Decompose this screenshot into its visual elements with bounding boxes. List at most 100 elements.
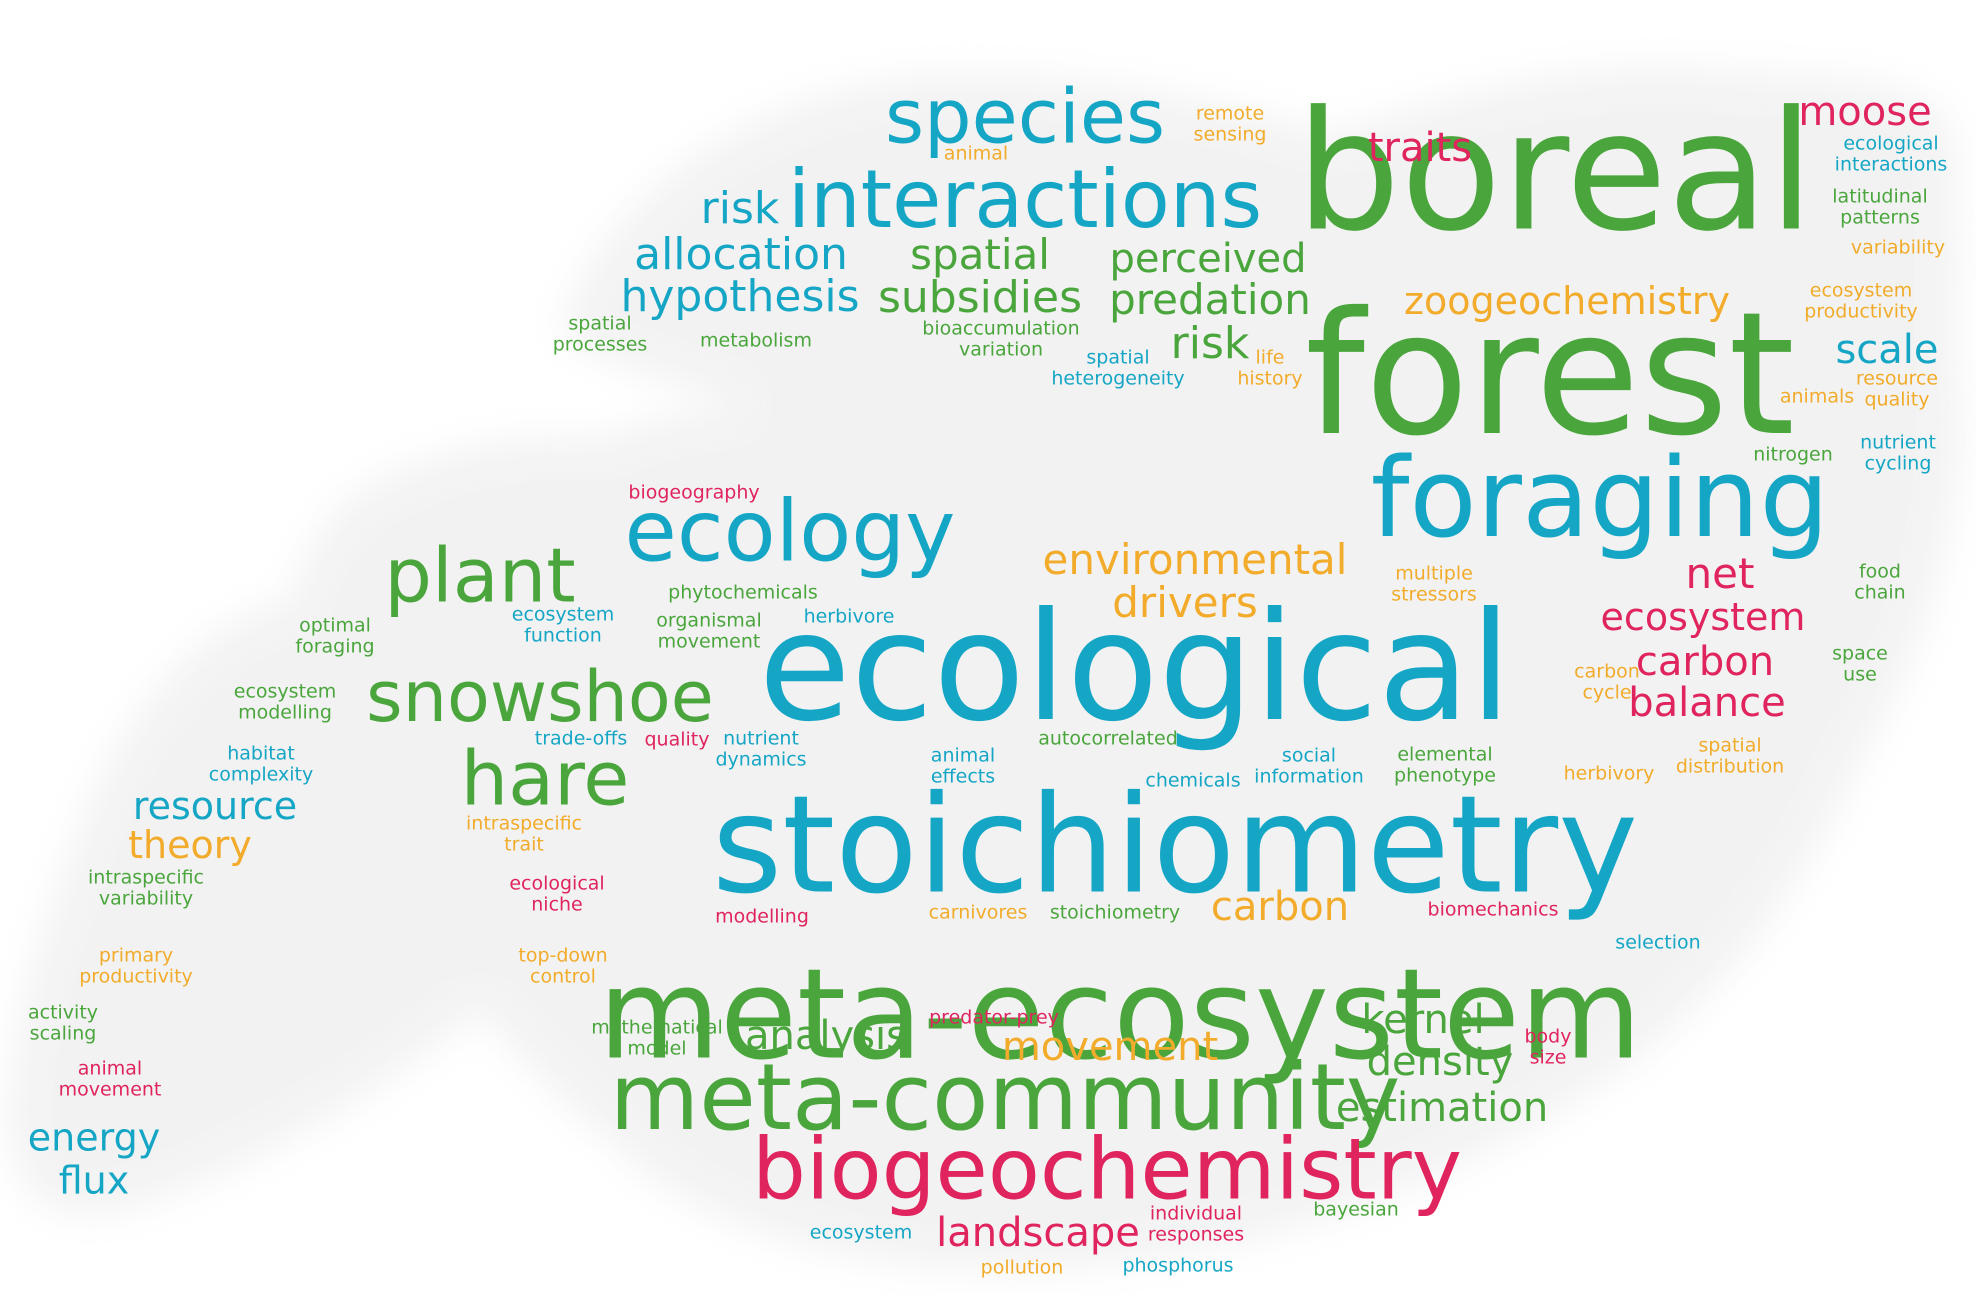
word-multiple-stressors: multiple stressors — [1391, 562, 1477, 607]
word-elemental-phenotype: elemental phenotype — [1394, 743, 1496, 788]
word-biogeochemistry: biogeochemistry — [752, 1128, 1462, 1213]
word-line: carbon — [1635, 639, 1775, 685]
word-line: quality — [1864, 389, 1930, 411]
word-line: activity — [27, 1001, 99, 1024]
word-line: control — [530, 966, 596, 988]
word-movement: movement — [1002, 1027, 1218, 1067]
word-line: ecosystem — [809, 1221, 913, 1244]
word-nitrogen: nitrogen — [1753, 443, 1833, 466]
word-line: movement — [58, 1079, 162, 1101]
word-line: carbon — [1210, 884, 1350, 930]
word-line: quality — [644, 728, 710, 751]
word-intraspecific-trait: intraspecific trait — [465, 812, 583, 857]
word-balance: balance — [1628, 683, 1785, 723]
word-resource: resource — [133, 787, 297, 825]
word-line: trait — [504, 834, 544, 856]
word-traits: traits — [1368, 128, 1472, 168]
word-phytochemicals: phytochemicals — [668, 583, 818, 603]
word-line: theory — [128, 823, 252, 867]
word-line: life — [1255, 346, 1285, 369]
word-line: productivity — [79, 966, 193, 988]
word-line: interactions — [787, 153, 1263, 246]
word-ecosystem-mid: ecosystem — [1601, 598, 1806, 636]
word-line: spatial — [1698, 734, 1762, 757]
word-plant: plant — [384, 538, 575, 614]
word-life-history: life history — [1237, 346, 1303, 391]
word-optimal-foraging: optimal foraging — [295, 615, 374, 659]
word-line: animal — [943, 142, 1009, 165]
word-line: intraspecific — [465, 812, 583, 835]
word-species: species — [885, 79, 1165, 155]
word-line: information — [1254, 766, 1364, 788]
word-line: multiple — [1395, 562, 1473, 585]
word-nutrient-cycling: nutrient cycling — [1860, 432, 1936, 476]
word-line: perceived — [1109, 236, 1307, 282]
word-line: size — [1529, 1047, 1567, 1069]
word-line: ecosystem — [233, 680, 337, 703]
word-individual-responses: individual responses — [1148, 1202, 1244, 1247]
word-line: social — [1281, 744, 1337, 767]
word-line: body — [1524, 1025, 1572, 1048]
word-line: ecology — [624, 482, 956, 582]
word-selection: selection — [1615, 933, 1700, 953]
word-line: elemental — [1397, 743, 1493, 766]
word-line: effects — [930, 766, 996, 788]
word-line: resource — [1855, 367, 1939, 390]
word-space-use: space use — [1832, 642, 1888, 687]
word-line: phosphorus — [1122, 1254, 1234, 1277]
word-hypothesis: hypothesis — [620, 275, 859, 319]
word-line: food — [1858, 560, 1901, 583]
word-animal-effects: animal effects — [930, 745, 996, 789]
word-line: intraspecific — [87, 866, 205, 889]
word-line: kernel — [1361, 997, 1485, 1043]
word-forest: forest — [1305, 290, 1795, 460]
word-line: remote — [1195, 102, 1265, 125]
word-ecosystem-modelling: ecosystem modelling — [233, 680, 337, 725]
word-line: subsidies — [877, 272, 1083, 323]
word-line: stressors — [1391, 584, 1477, 606]
word-line: scaling — [29, 1023, 97, 1045]
word-line: ecological — [509, 872, 605, 895]
word-line: resource — [132, 784, 298, 828]
word-line: cycling — [1864, 453, 1932, 475]
word-line: top-down — [518, 944, 608, 967]
word-net: net — [1686, 553, 1755, 595]
word-ecosystem-bottom: ecosystem — [809, 1221, 913, 1244]
word-density: density — [1367, 1042, 1514, 1082]
word-remote-sensing: remote sensing — [1193, 102, 1267, 147]
word-herbivore: herbivore — [804, 607, 895, 627]
word-predator-prey: predator-prey — [929, 1008, 1059, 1028]
word-line: stoichiometry — [711, 766, 1639, 924]
word-foraging-large: foraging — [1371, 443, 1830, 553]
word-line: model — [627, 1038, 687, 1060]
word-line: meta-ecosystem — [598, 942, 1642, 1088]
word-line: space — [1832, 642, 1888, 665]
word-line: history — [1237, 368, 1303, 390]
word-line: bayesian — [1313, 1198, 1399, 1221]
word-line: moose — [1798, 89, 1932, 135]
word-animal-movement: animal movement — [58, 1058, 162, 1102]
word-scale: scale — [1835, 330, 1938, 370]
word-line: nitrogen — [1753, 443, 1833, 466]
word-intraspecific-variability: intraspecific variability — [87, 866, 205, 911]
word-line: individual — [1149, 1202, 1243, 1225]
word-line: meta-community — [609, 1044, 1401, 1151]
word-line: zoogeochemistry — [1404, 279, 1730, 323]
word-activity-scaling: activity scaling — [27, 1001, 99, 1046]
word-line: variation — [958, 339, 1044, 361]
word-line: movement — [1001, 1024, 1219, 1070]
word-line: estimation — [1335, 1085, 1549, 1131]
word-moose: moose — [1798, 92, 1931, 132]
word-line: distribution — [1675, 756, 1785, 778]
word-spatial-processes: spatial processes — [553, 313, 648, 357]
word-line: niche — [531, 894, 583, 916]
word-latitudinal-patterns: latitudinal patterns — [1832, 186, 1927, 230]
word-habitat-complexity: habitat complexity — [209, 743, 314, 787]
word-meta-community: meta-community — [610, 1052, 1401, 1144]
word-modelling: modelling — [715, 907, 809, 927]
word-ecological-niche: ecological niche — [509, 872, 605, 917]
word-line: heterogeneity — [1051, 368, 1185, 390]
word-line: sensing — [1193, 124, 1267, 146]
word-line: chain — [1854, 582, 1906, 604]
